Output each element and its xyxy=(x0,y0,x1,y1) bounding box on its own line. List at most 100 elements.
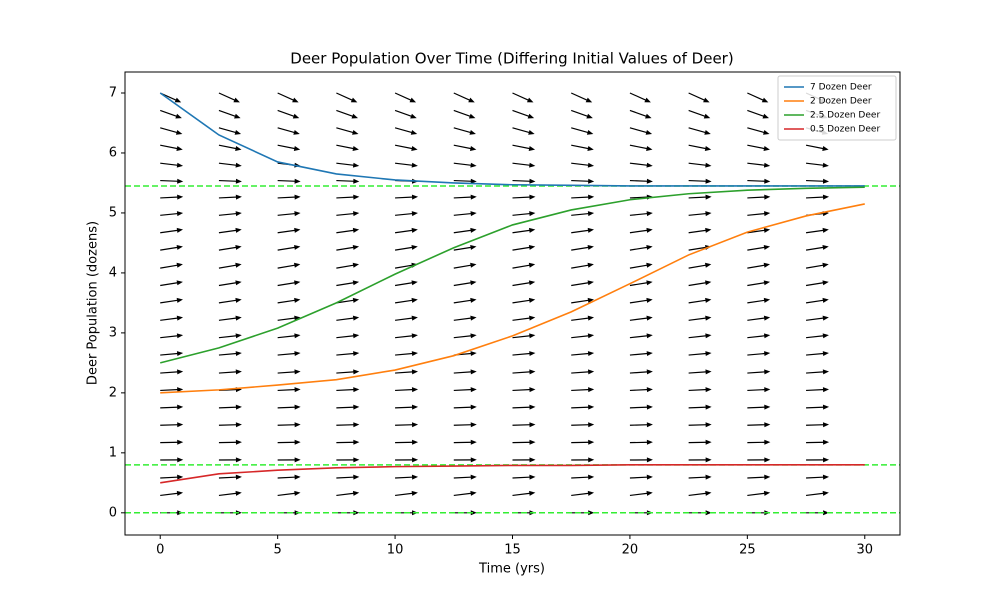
arrow-shaft xyxy=(805,492,825,497)
arrow-shaft xyxy=(747,492,767,497)
arrow-shaft xyxy=(512,492,532,497)
arrow-shaft xyxy=(453,212,473,216)
arrow-shaft xyxy=(336,352,356,356)
field-arrow xyxy=(277,369,301,375)
arrow-shaft xyxy=(688,317,708,321)
arrow-shaft xyxy=(747,144,767,150)
arrow-head xyxy=(235,457,242,463)
field-arrow xyxy=(395,387,419,393)
arrow-shaft xyxy=(571,179,591,182)
arrow-head xyxy=(470,280,477,286)
field-arrow xyxy=(336,262,360,269)
arrow-shaft xyxy=(395,388,415,392)
arrow-head xyxy=(528,297,536,303)
arrow-shaft xyxy=(629,317,649,321)
arrow-head xyxy=(705,178,712,184)
field-arrow xyxy=(277,422,301,428)
arrow-shaft xyxy=(160,492,180,497)
arrow-head xyxy=(587,280,594,286)
field-arrow xyxy=(747,280,771,287)
arrow-head xyxy=(176,146,183,151)
x-tick-label: 15 xyxy=(504,543,521,558)
arrow-head xyxy=(352,129,359,135)
field-arrow xyxy=(571,297,594,304)
arrow-shaft xyxy=(512,371,532,374)
arrow-head xyxy=(763,146,770,151)
arrow-head xyxy=(176,333,184,339)
arrow-head xyxy=(646,351,653,357)
arrow-head xyxy=(822,490,829,496)
field-arrow xyxy=(629,439,653,445)
arrow-head xyxy=(235,146,242,151)
arrow-head xyxy=(294,297,301,303)
arrow-head xyxy=(764,351,771,357)
field-arrow xyxy=(218,439,242,445)
arrow-shaft xyxy=(747,371,767,374)
arrow-shaft xyxy=(160,264,180,269)
arrow-head xyxy=(645,113,652,119)
arrow-shaft xyxy=(688,246,708,251)
arrow-shaft xyxy=(688,109,707,118)
field-arrow xyxy=(160,422,184,428)
arrow-head xyxy=(470,351,477,357)
arrow-shaft xyxy=(747,406,767,409)
arrow-head xyxy=(764,474,771,480)
arrow-shaft xyxy=(160,406,180,409)
arrow-head xyxy=(822,351,829,357)
x-tick-label: 25 xyxy=(739,543,756,558)
field-arrow xyxy=(336,280,360,287)
arrow-head xyxy=(470,315,477,321)
arrow-shaft xyxy=(747,229,767,234)
arrow-head xyxy=(177,422,184,428)
arrow-shaft xyxy=(160,388,180,392)
arrow-shaft xyxy=(394,127,414,134)
arrow-shaft xyxy=(160,144,179,150)
field-arrow xyxy=(512,422,536,428)
arrow-shaft xyxy=(571,492,591,497)
field-arrow xyxy=(160,369,184,375)
arrow-head xyxy=(705,194,712,200)
arrow-shaft xyxy=(688,196,708,199)
series-line xyxy=(160,464,865,484)
field-arrow xyxy=(336,333,360,339)
field-arrow xyxy=(512,262,536,269)
arrow-head xyxy=(529,474,536,480)
field-arrow xyxy=(688,162,712,168)
arrow-head xyxy=(646,146,653,151)
arrow-head xyxy=(822,194,830,200)
arrow-head xyxy=(705,422,712,428)
field-arrow xyxy=(512,351,536,357)
arrow-shaft xyxy=(571,424,591,426)
field-arrow xyxy=(512,194,536,200)
arrow-head xyxy=(176,262,183,268)
arrow-head xyxy=(705,351,712,357)
field-arrow xyxy=(277,351,301,357)
arrow-shaft xyxy=(688,299,708,304)
field-arrow xyxy=(277,404,301,410)
arrow-head xyxy=(294,404,301,410)
field-arrow xyxy=(277,387,301,393)
arrow-head xyxy=(235,369,242,375)
arrow-shaft xyxy=(277,144,297,150)
field-arrow xyxy=(160,315,184,321)
field-arrow xyxy=(570,92,593,103)
arrow-head xyxy=(704,129,711,135)
field-arrow xyxy=(453,387,477,393)
arrow-head xyxy=(235,474,242,480)
arrow-shaft xyxy=(277,246,297,251)
arrow-head xyxy=(705,227,712,233)
arrow-head xyxy=(234,113,241,119)
arrow-head xyxy=(763,129,770,135)
arrow-shaft xyxy=(571,196,591,199)
arrow-head xyxy=(587,315,595,321)
field-arrow xyxy=(571,404,595,410)
field-arrow xyxy=(336,369,360,375)
arrow-head xyxy=(352,297,360,303)
arrow-head xyxy=(587,244,594,250)
arrow-shaft xyxy=(160,371,180,374)
arrow-shaft xyxy=(277,299,297,304)
field-arrow xyxy=(512,439,536,445)
field-arrow xyxy=(512,404,536,410)
arrow-shaft xyxy=(453,196,473,199)
arrow-shaft xyxy=(160,246,180,251)
